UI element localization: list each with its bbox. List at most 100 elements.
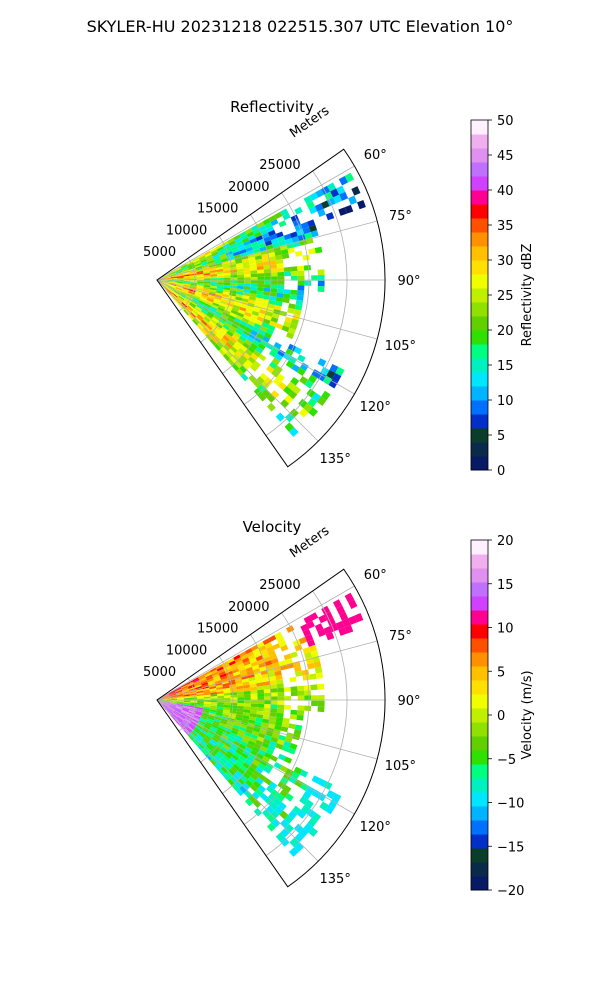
echo-cell bbox=[272, 662, 280, 669]
colorbar-swatch bbox=[471, 162, 488, 177]
angle-tick-label: 60° bbox=[364, 568, 387, 583]
echo-cell bbox=[177, 697, 184, 699]
echo-cell bbox=[187, 292, 195, 297]
echo-cell bbox=[183, 700, 191, 702]
echo-cell bbox=[193, 728, 200, 734]
echo-cell bbox=[314, 203, 324, 212]
echo-cell bbox=[187, 314, 194, 321]
echo-cell bbox=[247, 356, 256, 364]
echo-cell bbox=[255, 777, 264, 785]
echo-cell bbox=[176, 284, 184, 287]
echo-cell bbox=[174, 686, 181, 691]
echo-cell bbox=[206, 676, 214, 681]
echo-cell bbox=[213, 335, 221, 342]
echo-cell bbox=[283, 386, 293, 395]
echo-cell bbox=[182, 708, 189, 712]
echo-cell bbox=[182, 288, 189, 292]
echo-cell bbox=[183, 697, 191, 700]
echo-cell bbox=[192, 309, 199, 316]
echo-cell bbox=[200, 329, 208, 336]
echo-cell bbox=[236, 788, 244, 797]
echo-cell bbox=[273, 246, 281, 253]
echo-cell bbox=[250, 277, 258, 281]
echo-cell bbox=[183, 703, 191, 706]
echo-cell bbox=[283, 756, 293, 764]
echo-cell bbox=[202, 738, 209, 745]
echo-cell bbox=[297, 275, 305, 281]
echo-cell bbox=[250, 733, 258, 740]
echo-cell bbox=[222, 773, 231, 781]
echo-cell bbox=[239, 726, 247, 732]
echo-cell bbox=[163, 700, 171, 701]
echo-cell bbox=[237, 694, 245, 698]
echo-cell bbox=[202, 709, 210, 713]
echo-cell bbox=[190, 280, 198, 282]
echo-cell bbox=[182, 301, 189, 307]
echo-cell bbox=[176, 282, 184, 284]
echo-cell bbox=[203, 724, 211, 730]
echo-cell bbox=[269, 712, 278, 717]
echo-cell bbox=[262, 295, 270, 300]
echo-cell bbox=[187, 684, 195, 688]
echo-cell bbox=[229, 312, 237, 318]
echo-cell bbox=[241, 678, 250, 683]
echo-cell bbox=[275, 674, 283, 681]
echo-cell bbox=[196, 315, 203, 322]
colorbar-swatch bbox=[471, 134, 488, 149]
echo-cell bbox=[285, 793, 294, 802]
echo-cell bbox=[223, 270, 231, 274]
echo-cell bbox=[269, 680, 277, 686]
echo-cell bbox=[209, 750, 216, 758]
echo-cell bbox=[232, 320, 241, 327]
echo-cell bbox=[215, 753, 223, 760]
echo-cell bbox=[177, 296, 183, 303]
echo-cell bbox=[298, 398, 308, 409]
echo-cell bbox=[314, 623, 324, 632]
echo-cell bbox=[170, 294, 176, 300]
echo-cell bbox=[344, 624, 354, 634]
echo-cell bbox=[225, 724, 233, 730]
echo-cell bbox=[233, 721, 241, 727]
echo-cell bbox=[198, 673, 205, 679]
colorbar-label: Reflectivity dBZ bbox=[520, 244, 535, 347]
azimuth-spoke bbox=[156, 699, 319, 862]
echo-cell bbox=[209, 709, 217, 713]
colorbar-swatch bbox=[471, 330, 488, 345]
colorbar-swatch bbox=[471, 120, 488, 135]
echo-cell bbox=[203, 280, 211, 283]
echo-cell bbox=[186, 261, 194, 266]
echo-cell bbox=[230, 707, 238, 712]
echo-cell bbox=[188, 313, 195, 320]
echo-cell bbox=[237, 767, 246, 776]
echo-cell bbox=[244, 280, 251, 284]
colorbar-swatch bbox=[471, 848, 488, 863]
echo-cell bbox=[179, 303, 186, 310]
echo-cell bbox=[201, 264, 209, 268]
echo-cell bbox=[250, 280, 258, 284]
echo-cell bbox=[174, 719, 180, 726]
colorbar-tick-label: 15 bbox=[497, 359, 514, 374]
echo-cell bbox=[199, 741, 206, 748]
echo-cell bbox=[335, 620, 345, 630]
echo-cell bbox=[190, 277, 198, 280]
angle-tick-label: 105° bbox=[385, 339, 416, 354]
echo-cell bbox=[195, 266, 203, 270]
echo-cell bbox=[312, 655, 321, 663]
echo-cell bbox=[265, 805, 275, 815]
echo-cell bbox=[246, 743, 254, 750]
echo-cell bbox=[255, 655, 264, 662]
echo-cell bbox=[269, 320, 277, 328]
echo-cell bbox=[218, 759, 226, 767]
echo-cell bbox=[249, 363, 258, 372]
echo-cell bbox=[317, 358, 327, 367]
echo-cell bbox=[268, 349, 278, 358]
echo-cell bbox=[170, 702, 177, 705]
echo-cell bbox=[297, 265, 305, 272]
echo-cell bbox=[176, 702, 184, 705]
echo-cell bbox=[287, 343, 297, 352]
echo-cell bbox=[175, 287, 182, 291]
echo-cell bbox=[309, 192, 319, 201]
echo-cell bbox=[205, 744, 213, 751]
echo-cell bbox=[272, 242, 280, 249]
echo-cell bbox=[304, 690, 312, 696]
